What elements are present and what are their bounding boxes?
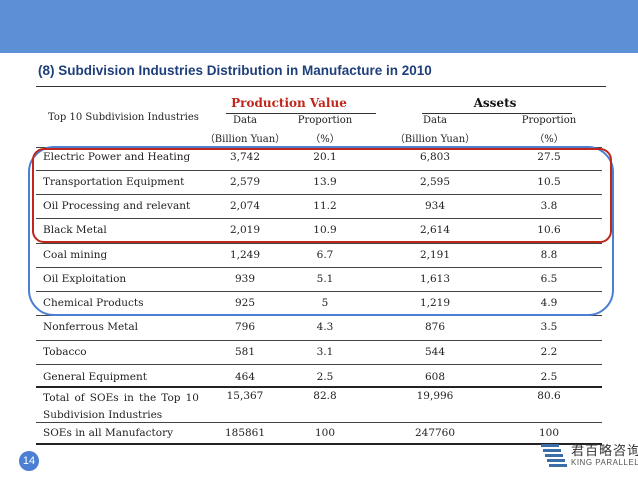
title-rule	[36, 86, 606, 87]
row-label-header: Top 10 Subdivision Industries	[48, 112, 199, 123]
row-rule	[36, 170, 602, 171]
assets-value: 2,595	[419, 176, 451, 188]
industry-name: Chemical Products	[43, 297, 144, 309]
assets-value: 6,803	[419, 151, 451, 163]
production-value: 796	[234, 321, 256, 333]
production-proportion: 4.3	[316, 321, 334, 333]
page-number: 14	[19, 451, 39, 471]
industry-name: Black Metal	[43, 224, 107, 236]
king-parallel-logo-icon	[541, 444, 567, 467]
production-value: 1,249	[229, 249, 261, 261]
production-group-rule	[226, 113, 376, 114]
row-rule	[36, 243, 602, 244]
production-proportion: 100	[314, 427, 336, 439]
top-banner	[0, 0, 638, 53]
production-data-unit: （Billion Yuan）	[204, 134, 286, 145]
production-value: 939	[234, 273, 256, 285]
row-rule	[36, 267, 602, 268]
table-bottom-rule	[36, 443, 602, 445]
assets-proportion-unit: （%）	[534, 134, 564, 145]
row-rule	[36, 291, 602, 292]
production-value-group-header: Production Value	[231, 96, 347, 110]
assets-proportion: 3.5	[540, 321, 558, 333]
assets-value: 2,191	[419, 249, 451, 261]
assets-proportion: 8.8	[540, 249, 558, 261]
production-proportion: 82.8	[313, 390, 337, 402]
assets-proportion: 10.5	[537, 176, 561, 188]
production-proportion: 10.9	[313, 224, 337, 236]
row-rule	[36, 422, 602, 423]
assets-proportion: 100	[538, 427, 560, 439]
production-proportion: 2.5	[316, 371, 334, 383]
assets-data-unit: （Billion Yuan）	[394, 134, 476, 145]
production-proportion: 20.1	[313, 151, 337, 163]
row-rule	[36, 364, 602, 365]
production-value: 3,742	[229, 151, 261, 163]
industry-name: SOEs in all Manufactory	[43, 427, 174, 439]
production-proportion: 5.1	[316, 273, 334, 285]
assets-value: 876	[424, 321, 446, 333]
assets-data-header: Data	[423, 115, 447, 126]
production-value: 464	[234, 371, 256, 383]
assets-value: 544	[424, 346, 446, 358]
assets-proportion: 2.2	[540, 346, 558, 358]
assets-proportion-header: Proportion	[521, 115, 577, 126]
assets-value: 934	[424, 200, 446, 212]
assets-group-header: Assets	[473, 96, 517, 110]
production-value: 2,019	[229, 224, 261, 236]
production-value: 581	[234, 346, 256, 358]
assets-proportion: 27.5	[537, 151, 561, 163]
industry-name: Tobacco	[43, 346, 87, 358]
assets-proportion: 2.5	[540, 371, 558, 383]
production-value: 925	[234, 297, 256, 309]
production-proportion: 3.1	[316, 346, 334, 358]
assets-value: 608	[424, 371, 446, 383]
industry-name: Oil Processing and relevant	[43, 200, 191, 212]
logo-english-text: KING PARALLEL	[571, 458, 638, 467]
assets-value: 2,614	[419, 224, 451, 236]
row-rule	[36, 218, 602, 219]
assets-proportion: 6.5	[540, 273, 558, 285]
production-proportion-header: Proportion	[297, 115, 353, 126]
production-data-header: Data	[233, 115, 257, 126]
production-value: 185861	[224, 427, 266, 439]
industry-name: General Equipment	[43, 371, 147, 383]
production-proportion: 13.9	[313, 176, 337, 188]
row-rule	[36, 340, 602, 341]
production-proportion: 6.7	[316, 249, 334, 261]
industry-name: Oil Exploitation	[43, 273, 127, 285]
assets-proportion: 10.6	[537, 224, 561, 236]
blue-highlight-outline	[28, 146, 614, 316]
row-rule	[36, 194, 602, 195]
production-proportion: 11.2	[313, 200, 337, 212]
total-top10-label: Total of SOEs in the Top 10 Subdivision …	[43, 392, 199, 421]
red-highlight-outline	[32, 148, 612, 243]
assets-proportion: 80.6	[537, 390, 561, 402]
production-value: 2,074	[229, 200, 261, 212]
slide-title: (8) Subdivision Industries Distribution …	[38, 63, 432, 78]
assets-value: 1,219	[419, 297, 451, 309]
industry-name: Nonferrous Metal	[43, 321, 139, 333]
assets-value: 19,996	[416, 390, 454, 402]
row-rule	[36, 386, 602, 388]
industry-name: Coal mining	[43, 249, 108, 261]
production-value: 15,367	[226, 390, 264, 402]
assets-proportion: 3.8	[540, 200, 558, 212]
production-proportion-unit: （%）	[310, 134, 340, 145]
industry-name: Electric Power and Heating	[43, 151, 191, 163]
production-value: 2,579	[229, 176, 261, 188]
production-proportion: 5	[321, 297, 329, 309]
assets-proportion: 4.9	[540, 297, 558, 309]
assets-group-rule	[422, 113, 572, 114]
assets-value: 1,613	[419, 273, 451, 285]
logo-chinese-text: 君百略咨询	[571, 444, 638, 459]
industry-name: Transportation Equipment	[43, 176, 185, 188]
assets-value: 247760	[414, 427, 456, 439]
